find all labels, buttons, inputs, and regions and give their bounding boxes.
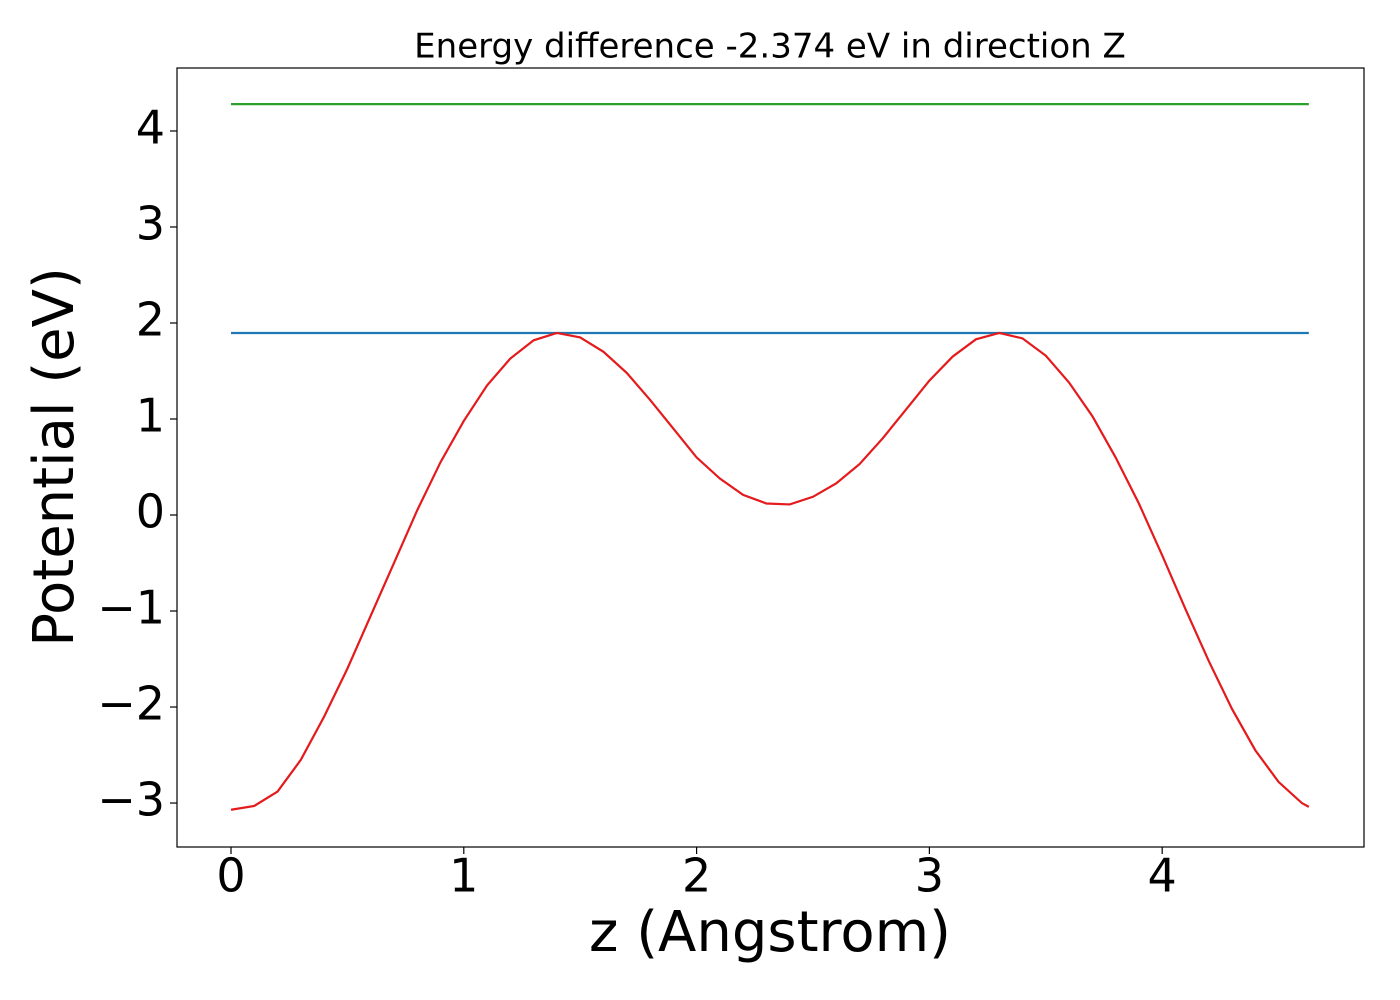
y-axis-label: Potential (eV) [22, 267, 87, 647]
x-tick-label: 4 [1148, 849, 1177, 903]
y-tick-label: −3 [97, 773, 165, 827]
y-tick-label: 1 [136, 389, 165, 443]
x-tick-label: 2 [682, 849, 711, 903]
y-tick-label: −1 [97, 581, 165, 635]
y-tick-label: −2 [97, 677, 165, 731]
x-tick-label: 0 [216, 849, 245, 903]
plot-frame [176, 67, 1365, 848]
y-tick-label: 3 [136, 196, 165, 250]
y-tick-label: 0 [136, 485, 165, 539]
data-line [230, 331, 1310, 811]
x-tick-label: 1 [449, 849, 478, 903]
chart-title: Energy difference -2.374 eV in direction… [414, 27, 1126, 67]
x-axis-label: z (Angstrom) [589, 900, 951, 965]
y-tick-label: 4 [136, 100, 165, 154]
y-tick-label: 2 [136, 292, 165, 346]
x-tick-label: 3 [915, 849, 944, 903]
